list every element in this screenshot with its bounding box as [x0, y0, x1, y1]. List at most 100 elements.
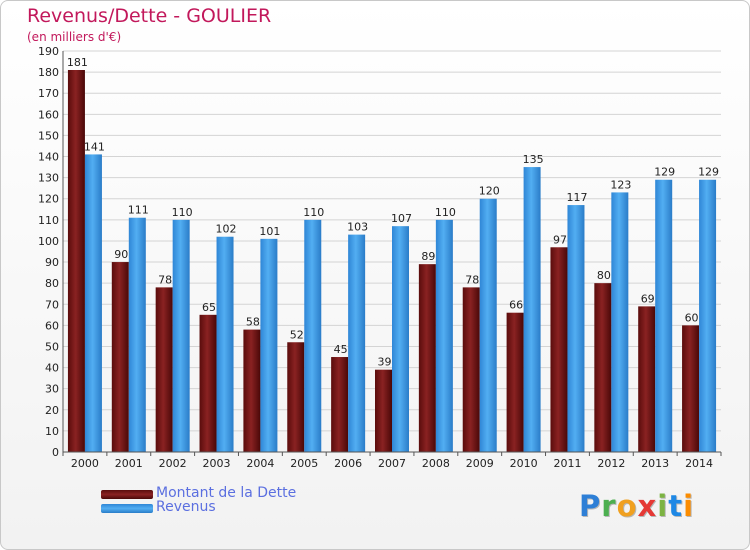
value-label-debt: 78: [465, 273, 479, 286]
chart-subtitle: (en milliers d'€): [27, 30, 122, 44]
bar-revenus: [523, 167, 541, 452]
value-label-debt: 78: [158, 273, 172, 286]
bar-debt: [594, 283, 612, 452]
y-tick-label: 40: [45, 362, 59, 375]
x-tick-label: 2010: [510, 457, 538, 470]
value-label-debt: 89: [421, 250, 435, 263]
x-tick-label: 2005: [290, 457, 318, 470]
bar-revenus: [699, 179, 717, 452]
value-label-revenus: 110: [303, 206, 324, 219]
bar-debt: [67, 69, 85, 452]
value-label-revenus: 110: [435, 206, 456, 219]
bar-debt: [199, 314, 217, 452]
logo-letter: x: [637, 489, 658, 523]
chart-title: Revenus/Dette - GOULIER: [27, 5, 272, 27]
bar-revenus: [435, 219, 453, 452]
y-tick-label: 60: [45, 319, 59, 332]
bar-revenus: [348, 234, 366, 452]
value-label-revenus: 110: [172, 206, 193, 219]
bar-revenus: [655, 179, 673, 452]
bar-debt: [155, 287, 173, 452]
y-tick-label: 130: [38, 172, 59, 185]
y-tick-label: 190: [38, 45, 59, 58]
value-label-revenus: 107: [391, 212, 412, 225]
logo-letter: o: [616, 489, 638, 523]
y-tick-label: 20: [45, 404, 59, 417]
value-label-revenus: 101: [259, 225, 280, 238]
y-tick-label: 30: [45, 383, 59, 396]
y-tick-label: 170: [38, 87, 59, 100]
value-label-revenus: 135: [523, 153, 544, 166]
y-tick-label: 10: [45, 425, 59, 438]
x-tick-label: 2006: [334, 457, 362, 470]
y-tick-label: 100: [38, 235, 59, 248]
value-label-debt: 69: [641, 292, 655, 305]
value-label-debt: 66: [509, 299, 523, 312]
value-label-revenus: 141: [84, 140, 105, 153]
x-tick-label: 2009: [466, 457, 494, 470]
bar-debt: [375, 369, 392, 452]
value-label-revenus: 123: [610, 178, 631, 191]
value-label-revenus: 102: [216, 223, 237, 236]
value-label-debt: 45: [334, 343, 348, 356]
bar-revenus: [304, 219, 322, 452]
x-tick-label: 2012: [597, 457, 625, 470]
logo-letter: i: [683, 489, 695, 523]
bar-revenus: [479, 198, 497, 452]
x-tick-label: 2003: [203, 457, 231, 470]
x-tick-label: 2004: [246, 457, 274, 470]
logo-letter: i: [657, 489, 669, 523]
logo-letter: t: [668, 489, 684, 523]
x-tick-label: 2002: [159, 457, 187, 470]
bar-debt: [550, 247, 568, 452]
x-tick-label: 2013: [641, 457, 669, 470]
value-label-revenus: 129: [698, 166, 719, 179]
value-label-debt: 80: [597, 269, 611, 282]
legend-label-debt: Montant de la Dette: [156, 485, 297, 501]
value-label-revenus: 103: [347, 221, 368, 234]
bar-revenus: [611, 192, 629, 452]
value-label-revenus: 129: [654, 166, 675, 179]
value-label-revenus: 120: [479, 185, 500, 198]
value-label-debt: 60: [685, 311, 699, 324]
value-label-debt: 39: [378, 356, 392, 369]
bar-debt: [243, 329, 261, 452]
value-label-debt: 52: [290, 328, 304, 341]
bar-debt: [331, 357, 349, 452]
bar-revenus: [128, 217, 146, 452]
bar-debt: [462, 287, 480, 452]
value-label-revenus: 111: [128, 204, 149, 217]
bar-debt: [418, 264, 436, 452]
y-tick-label: 90: [45, 256, 59, 269]
x-tick-label: 2008: [422, 457, 450, 470]
logo-letter: P: [579, 489, 602, 523]
x-tick-label: 2014: [685, 457, 713, 470]
bar-revenus: [260, 238, 278, 452]
y-tick-label: 110: [38, 214, 59, 227]
bar-debt: [638, 306, 656, 452]
y-tick-label: 160: [38, 108, 59, 121]
value-label-debt: 97: [553, 233, 567, 246]
bar-revenus: [392, 226, 409, 452]
y-tick-label: 80: [45, 277, 59, 290]
bar-debt: [682, 325, 700, 452]
logo-letter: r: [601, 489, 617, 523]
bar-revenus: [216, 236, 234, 452]
y-tick-label: 50: [45, 340, 59, 353]
value-label-revenus: 117: [566, 191, 587, 204]
bar-debt: [111, 262, 129, 452]
proxiti-logo: Proxiti: [579, 489, 694, 523]
bar-debt: [287, 342, 305, 452]
value-label-debt: 181: [67, 56, 88, 69]
legend-label-revenus: Revenus: [156, 499, 216, 515]
x-tick-label: 2007: [378, 457, 406, 470]
bar-revenus: [567, 205, 585, 452]
bar-revenus: [84, 154, 102, 453]
value-label-debt: 58: [246, 316, 260, 329]
x-tick-label: 2000: [71, 457, 99, 470]
y-tick-label: 0: [52, 446, 59, 459]
value-label-debt: 90: [114, 248, 128, 261]
y-tick-label: 180: [38, 66, 59, 79]
